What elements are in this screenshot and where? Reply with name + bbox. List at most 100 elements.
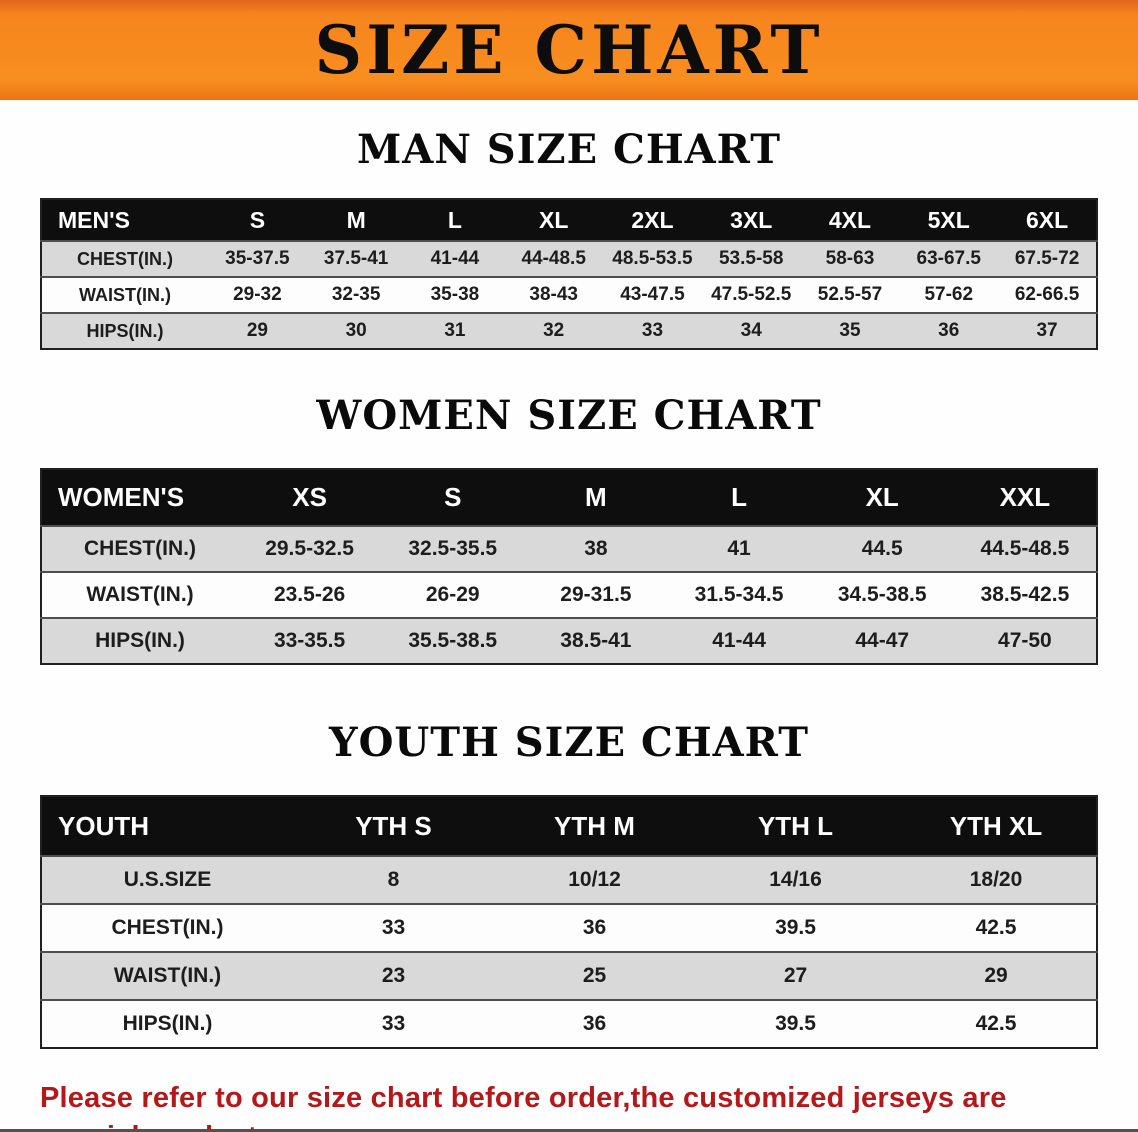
size-column-header: 6XL [1025,206,1069,233]
size-column-header: YTH S [355,810,432,841]
size-value-cell: 35.5-38.5 [408,629,498,652]
size-value-cell: 42.5 [975,916,1017,939]
table-row: WAIST(IN.) 23 25 27 29 [41,952,1097,1000]
size-value-cell: 36 [938,320,960,341]
size-value-cell: 35 [839,320,861,341]
size-value-cell: 44-47 [855,629,910,652]
size-column-header: YTH M [554,810,635,841]
table-row: U.S.SIZE 8 10/12 14/16 18/20 [41,856,1097,904]
size-column-header: M [346,206,366,233]
note-line-1: Please refer to our size chart before or… [40,1082,1007,1129]
size-value-cell: 58-63 [825,248,875,269]
row-label: HIPS(IN.) [95,629,185,652]
size-column-header: 3XL [730,206,773,233]
size-value-cell: 26-29 [425,583,480,606]
size-column-header: YTH XL [949,810,1043,841]
size-value-cell: 47.5-52.5 [711,284,792,305]
size-column-header: 5XL [927,206,970,233]
youth-section-heading: YOUTH SIZE CHART [329,719,809,766]
row-label: WAIST(IN.) [113,964,222,987]
size-value-cell: 10/12 [568,868,621,891]
table-row: CHEST(IN.) 35-37.5 37.5-41 41-44 44-48.5 48.5… [41,241,1097,277]
size-value-cell: 27 [783,964,808,987]
row-label: CHEST(IN.) [77,248,173,269]
size-value-cell: 62-66.5 [1014,284,1080,305]
men-size-section: MAN SIZE CHART MEN'S S M L XL 2XL 3XL 4XL 5XL 6XL… [0,126,1138,350]
women-size-section: WOMEN SIZE CHART WOMEN'S XS S M L XL XXL CHEST(… [0,392,1138,665]
size-value-cell: 38.5-41 [560,629,632,652]
size-column-header: L [731,482,747,512]
size-value-cell: 33 [381,1012,406,1035]
row-label: HIPS(IN.) [122,1012,213,1035]
size-column-header: 4XL [828,206,872,233]
table-corner-label: WOMEN'S [58,482,185,512]
size-value-cell: 29.5-32.5 [265,537,354,560]
women-section-heading: WOMEN SIZE CHART [316,392,822,439]
size-value-cell: 57-62 [924,284,974,305]
table-row: HIPS(IN.) 33 36 39.5 42.5 [41,1000,1097,1048]
size-value-cell: 31.5-34.5 [694,583,784,606]
table-row: CHEST(IN.) 29.5-32.5 32.5-35.5 38 41 44.5 44.5… [41,526,1097,572]
size-value-cell: 33 [641,320,664,341]
row-label: U.S.SIZE [123,868,212,891]
size-value-cell: 48.5-53.5 [612,248,693,269]
table-row: WAIST(IN.) 23.5-26 26-29 29-31.5 31.5-34.5 34… [41,572,1097,618]
size-value-cell: 32 [543,320,565,341]
men-section-heading: MAN SIZE CHART [357,126,781,173]
size-value-cell: 41-44 [430,248,480,269]
size-value-cell: 39.5 [775,916,816,939]
size-value-cell: 52.5-57 [817,284,883,305]
size-column-header: XL [538,206,569,233]
table-corner-label: YOUTH [58,810,149,841]
size-value-cell: 37.5-41 [323,248,389,269]
table-row: HIPS(IN.) 33-35.5 35.5-38.5 38.5-41 41-44 44-… [41,618,1097,664]
size-column-header: YTH L [757,810,834,841]
size-column-header: XXL [999,482,1051,512]
table-row: CHEST(IN.) 33 36 39.5 42.5 [41,904,1097,952]
table-header-row: YOUTH YTH S YTH M YTH L YTH XL [41,796,1097,856]
size-value-cell: 32-35 [331,284,381,305]
size-value-cell: 33 [381,916,406,939]
table-header-row: MEN'S S M L XL 2XL 3XL 4XL 5XL 6XL [41,199,1097,241]
size-value-cell: 8 [387,868,400,891]
size-column-header: M [585,482,607,512]
size-value-cell: 41 [727,537,751,560]
size-value-cell: 18/20 [969,868,1023,891]
size-column-header: XS [292,482,327,512]
size-value-cell: 37 [1036,320,1058,341]
size-value-cell: 23 [381,964,406,987]
row-label: WAIST(IN.) [86,583,194,606]
size-value-cell: 44-48.5 [521,248,586,269]
row-label: WAIST(IN.) [79,284,171,305]
size-value-cell: 35-37.5 [225,248,290,269]
table-row: HIPS(IN.) 29 30 31 32 33 34 35 36 37 [41,313,1097,349]
size-value-cell: 44.5 [861,537,903,560]
men-size-table: MEN'S S M L XL 2XL 3XL 4XL 5XL 6XL CHEST(IN.) 35-37… [40,198,1098,350]
size-value-cell: 41-44 [712,629,766,652]
size-value-cell: 25 [582,964,607,987]
size-value-cell: 38-43 [529,284,578,305]
size-value-cell: 38.5-42.5 [980,583,1070,606]
size-value-cell: 32.5-35.5 [408,537,498,560]
youth-size-section: YOUTH SIZE CHART YOUTH YTH S YTH M YTH L YTH… [0,719,1138,1049]
size-value-cell: 34.5-38.5 [837,583,927,606]
size-value-cell: 53.5-58 [718,248,784,269]
row-label: HIPS(IN.) [86,320,164,341]
footer-note: Please refer to our size chart before or… [40,1079,1098,1129]
page-title: SIZE CHART [314,11,824,89]
youth-size-table: YOUTH YTH S YTH M YTH L YTH XL U.S.SIZE 8 10/12… [40,795,1098,1049]
size-value-cell: 44.5-48.5 [980,537,1070,560]
size-value-cell: 31 [444,320,466,341]
size-value-cell: 14/16 [769,868,822,891]
table-header-row: WOMEN'S XS S M L XL XXL [41,469,1097,526]
size-value-cell: 33-35.5 [273,629,346,652]
size-column-header: L [447,206,462,233]
table-corner-label: MEN'S [58,206,130,233]
size-value-cell: 36 [582,1012,607,1035]
size-value-cell: 29 [246,320,268,341]
size-value-cell: 67.5-72 [1014,248,1080,269]
row-label: CHEST(IN.) [111,916,224,939]
table-row: WAIST(IN.) 29-32 32-35 35-38 38-43 43-47.5 47.… [41,277,1097,313]
size-value-cell: 29-32 [233,284,282,305]
